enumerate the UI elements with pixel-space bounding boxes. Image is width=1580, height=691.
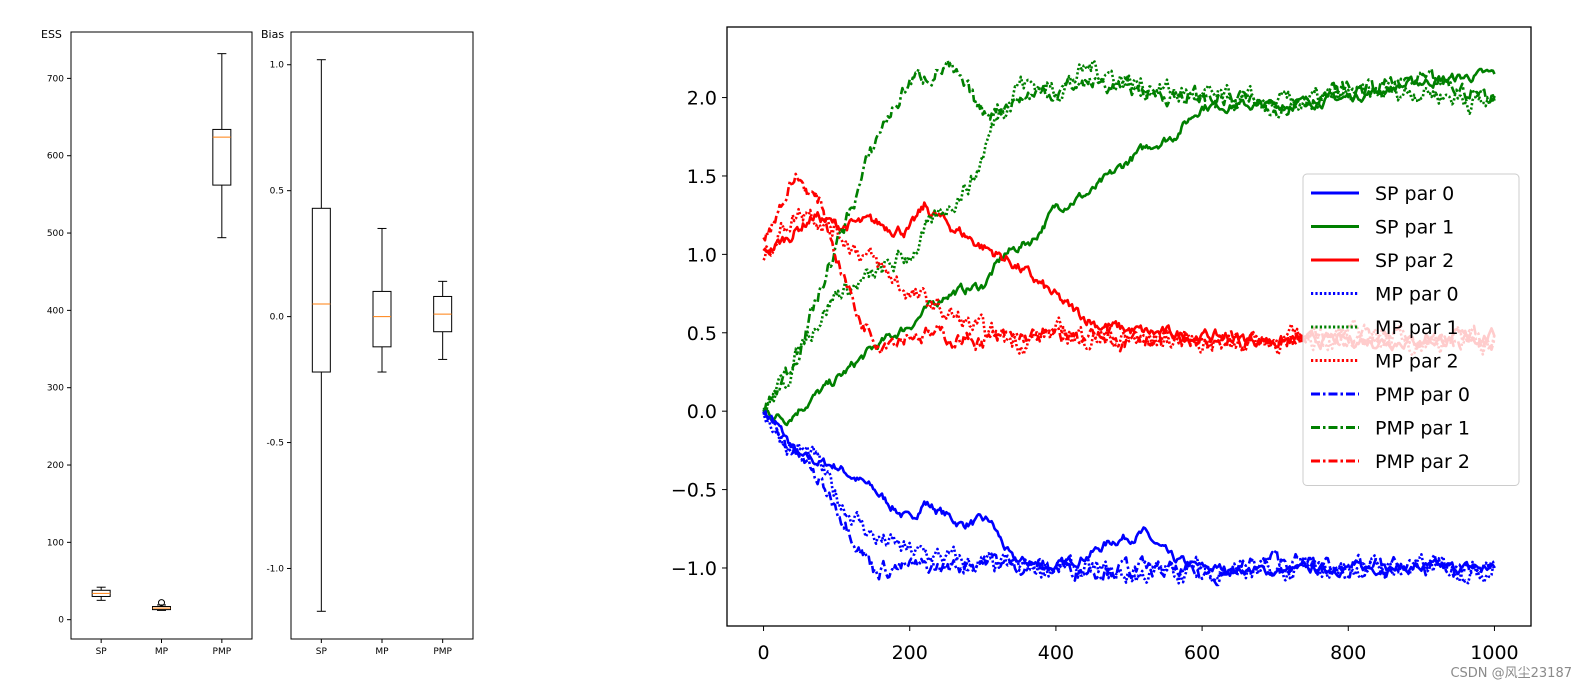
y-tick-label: 100 [47, 538, 64, 548]
x-tick-label: PMP [213, 647, 232, 657]
y-tick-label: 1.0 [687, 244, 717, 266]
box-sp [91, 586, 111, 601]
x-tick-label: MP [155, 647, 169, 657]
plot-frame [70, 31, 253, 640]
legend-item: PMP par 2 [1311, 451, 1470, 473]
y-tick-label: 200 [47, 461, 64, 471]
x-tick-label: SP [96, 647, 108, 657]
box-pmp [433, 280, 453, 360]
x-tick-label: 600 [1184, 642, 1220, 664]
plot-frame [726, 26, 1532, 627]
box-iqr [372, 290, 392, 348]
legend: SP par 0 SP par 1 SP par 2 MP par 0 MP par 1… [1302, 173, 1520, 486]
x-tick-label: MP [375, 647, 389, 657]
box-mp [152, 599, 171, 611]
ess-boxplot: ESS 0 100 200 300 400 500 600 700 SP MP PMP [41, 28, 253, 657]
y-tick-label: 0 [58, 616, 64, 626]
box-iqr [212, 128, 232, 186]
y-tick-label: 0.0 [687, 401, 717, 423]
y-tick-label: -0.5 [266, 439, 284, 449]
legend-item: MP par 0 [1311, 284, 1459, 306]
series-line-sp-par-0 [762, 410, 1496, 579]
legend-label: SP par 0 [1375, 183, 1454, 205]
y-tick-label: 2.0 [687, 88, 717, 110]
y-tick-label: 0.5 [687, 323, 717, 345]
series-line-pmp-par-0 [763, 407, 1496, 587]
legend-item: SP par 0 [1311, 183, 1454, 205]
y-tick-label: 1.0 [270, 61, 285, 71]
x-tick-label: 200 [892, 642, 928, 664]
legend-label: MP par 1 [1375, 317, 1459, 339]
box-mp [372, 227, 392, 373]
y-tick-label: 300 [47, 384, 64, 394]
trace-line-chart: 2.0 1.5 1.0 0.5 0.0 −0.5 −1.0 0 200 400 600 800 1000… [671, 26, 1532, 664]
y-tick-label: −0.5 [671, 480, 717, 502]
x-tick-label: PMP [433, 647, 452, 657]
legend-label: PMP par 1 [1375, 418, 1470, 440]
plot-title: Bias [261, 28, 284, 41]
x-tick-label: 0 [757, 642, 769, 664]
watermark: CSDN @风尘23187 [1450, 666, 1572, 681]
x-tick-label: 1000 [1470, 642, 1518, 664]
x-tick-label: SP [316, 647, 328, 657]
box-pmp [212, 53, 232, 239]
series-line-mp-par-0 [762, 411, 1496, 585]
y-tick-label: 600 [47, 152, 64, 162]
x-tick-label: 800 [1330, 642, 1366, 664]
legend-item: MP par 1 [1311, 317, 1459, 339]
y-tick-label: 1.5 [687, 166, 717, 188]
legend-item: MP par 2 [1311, 351, 1459, 373]
legend-item: SP par 1 [1311, 217, 1454, 239]
bias-boxplot: Bias 1.0 0.5 0.0 -0.5 -1.0 SP MP PMP [261, 28, 474, 657]
y-tick-label: -1.0 [266, 564, 284, 574]
legend-item: SP par 2 [1311, 250, 1454, 272]
legend-label: MP par 0 [1375, 284, 1459, 306]
legend-label: PMP par 0 [1375, 384, 1470, 406]
legend-label: PMP par 2 [1375, 451, 1470, 473]
plot-title: ESS [41, 28, 62, 41]
box-iqr [311, 207, 331, 373]
x-tick-label: 400 [1038, 642, 1074, 664]
legend-item: PMP par 1 [1311, 418, 1470, 440]
legend-item: PMP par 0 [1311, 384, 1470, 406]
legend-label: SP par 2 [1375, 250, 1454, 272]
series-line-sp-par-1 [763, 67, 1496, 427]
legend-label: MP par 2 [1375, 351, 1459, 373]
box-sp [311, 59, 331, 612]
series-line-pmp-par-1 [762, 59, 1496, 411]
legend-box [1302, 173, 1520, 486]
y-tick-label: −1.0 [671, 558, 717, 580]
y-tick-label: 700 [47, 74, 64, 84]
plot-frame [290, 31, 474, 640]
legend-label: SP par 1 [1375, 217, 1454, 239]
y-tick-label: 500 [47, 229, 64, 239]
y-tick-label: 0.5 [270, 187, 284, 197]
outlier-point [158, 599, 165, 607]
y-tick-label: 0.0 [270, 313, 285, 323]
y-tick-label: 400 [47, 306, 64, 316]
